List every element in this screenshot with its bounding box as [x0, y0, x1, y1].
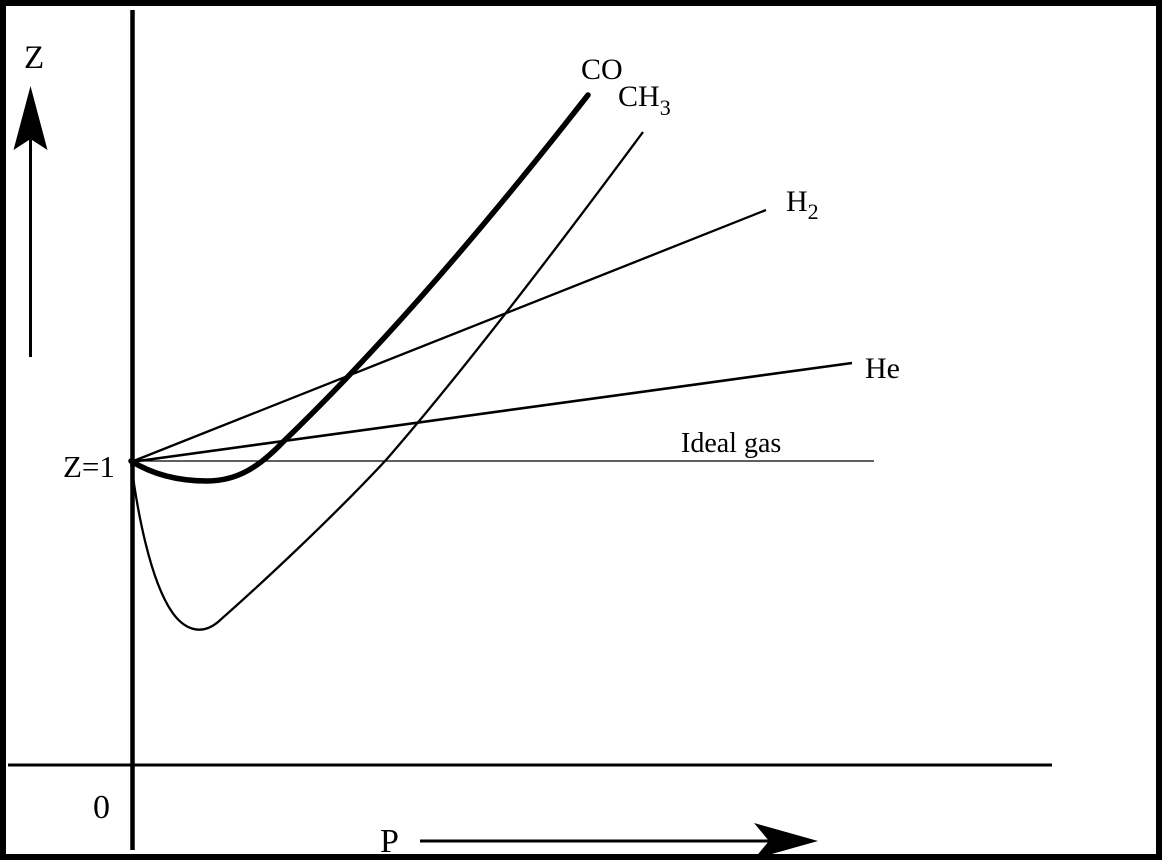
origin-zero-label: 0: [93, 789, 110, 826]
label-co: CO: [581, 53, 623, 86]
z-axis-label: Z: [24, 40, 44, 76]
curve-h2: [130, 208, 767, 464]
label-ch3: CH3: [618, 80, 671, 120]
curve-ch3: [129, 131, 644, 631]
p-arrowhead-icon: [754, 823, 818, 859]
label-he: He: [865, 352, 900, 385]
curve-he: [130, 361, 853, 464]
p-axis-label: P: [380, 823, 399, 860]
label-h2: H2: [786, 185, 819, 224]
z-equals-1-label: Z=1: [63, 449, 115, 484]
curve-co: [128, 92, 591, 484]
label-h2-subscript: 2: [808, 199, 819, 224]
label-ideal-gas: Ideal gas: [681, 428, 781, 459]
label-ch3-subscript: 3: [660, 95, 671, 120]
z-arrowhead-icon: [13, 86, 48, 150]
label-ch3-main: CH: [618, 80, 660, 113]
label-h2-main: H: [786, 185, 808, 218]
